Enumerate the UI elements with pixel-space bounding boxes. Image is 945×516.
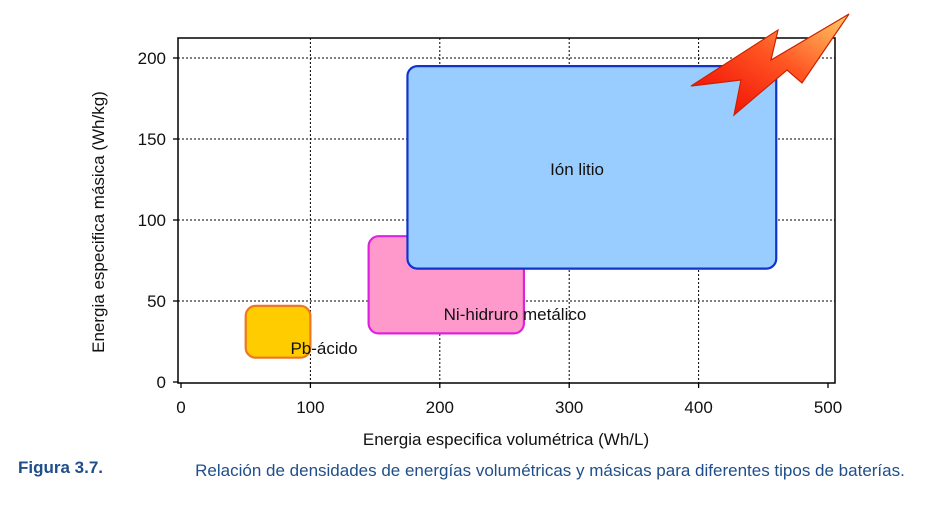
x-tick-label-3: 300	[555, 398, 583, 417]
figure-number: Figura 3.7.	[18, 458, 104, 477]
x-tick-label-4: 400	[684, 398, 712, 417]
regions: Pb-ácido Ni-hidruro metálico Ión litio	[244, 64, 778, 359]
y-tick-label-1: 50	[147, 292, 166, 311]
y-tick-label-4: 200	[138, 49, 166, 68]
region-0	[244, 304, 312, 359]
x-axis-label: Energia especifica volumétrica (Wh/L)	[363, 430, 649, 449]
y-tick-label-3: 150	[138, 130, 166, 149]
ticks: 0 100 200 300 400 500 0 50 100 150 200	[138, 49, 843, 417]
y-axis-label: Energia especifica másica (Wh/kg)	[89, 91, 108, 353]
x-tick-label-2: 200	[426, 398, 454, 417]
region-label-1: Ni-hidruro metálico	[444, 305, 587, 324]
lightning-bolt-icon	[690, 13, 850, 117]
y-tick-label-2: 100	[138, 211, 166, 230]
y-tick-label-0: 0	[157, 373, 166, 392]
chart: Pb-ácido Ni-hidruro metálico Ión litio 0 10…	[89, 13, 850, 449]
region-2	[406, 64, 778, 270]
x-tick-label-5: 500	[814, 398, 842, 417]
region-label-0: Pb-ácido	[290, 339, 357, 358]
caption-text: Relación de densidades de energías volum…	[195, 461, 905, 480]
x-tick-label-0: 0	[176, 398, 185, 417]
region-label-2: Ión litio	[550, 160, 604, 179]
x-tick-label-1: 100	[296, 398, 324, 417]
